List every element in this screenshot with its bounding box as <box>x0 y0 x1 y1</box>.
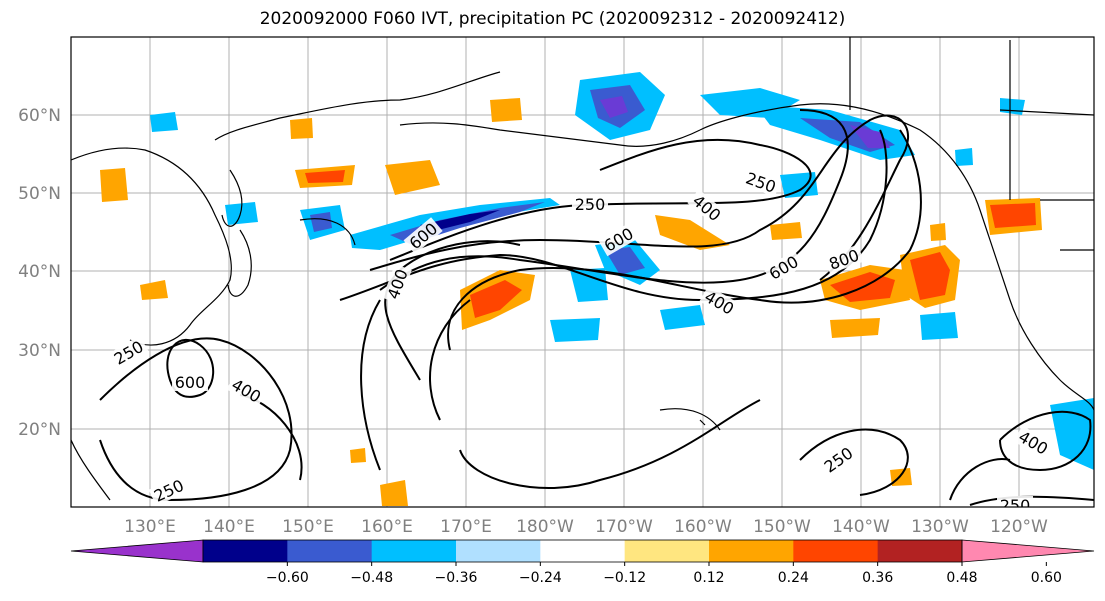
contour-label-bg <box>148 474 189 507</box>
lat-tick-label: 30°N <box>18 341 61 361</box>
lon-tick-label: 150°E <box>282 517 334 537</box>
contour-label-bg <box>818 441 859 478</box>
lon-tick-label: 120°W <box>990 517 1048 537</box>
lat-tick-label: 50°N <box>18 184 61 204</box>
lon-tick-label: 160°E <box>361 517 413 537</box>
precip-shading-blue <box>150 72 1094 470</box>
lon-tick-label: 180°W <box>516 517 574 537</box>
colorbar-tick-label: −0.24 <box>519 570 562 586</box>
precip-shading-orange <box>100 98 1042 506</box>
map-frame <box>70 36 1095 508</box>
lon-tick-label: 140°E <box>203 517 255 537</box>
contour-label-bg <box>823 244 864 274</box>
colorbar-segment <box>456 540 541 562</box>
colorbar-tick-label: 0.36 <box>862 570 893 586</box>
contour-label-bg <box>997 496 1033 507</box>
lon-tick-label: 140°W <box>832 517 890 537</box>
coastlines <box>71 37 1094 501</box>
colorbar: −0.60 −0.48 −0.36 −0.24 −0.12 0.12 0.24 0.36 0.4… <box>70 539 1095 586</box>
colorbar-extend-left <box>70 539 204 563</box>
longitude-labels: 130°E 140°E 150°E 160°E 170°E 180°W 170°W 160°W… <box>124 517 1048 537</box>
contour-label-bg <box>598 222 639 257</box>
lat-tick-label: 40°N <box>18 262 61 282</box>
colorbar-segment <box>540 540 626 562</box>
colorbar-extend-right <box>961 539 1095 563</box>
contour-label-bg <box>403 217 443 255</box>
colorbar-segment <box>709 540 794 562</box>
contour-label-bg <box>172 373 208 391</box>
colorbar-tick-label: −0.60 <box>266 570 309 586</box>
colorbar-segment <box>203 540 288 562</box>
contour-label: 600 <box>175 373 206 392</box>
lon-tick-label: 150°W <box>753 517 811 537</box>
contour-label-bg <box>1013 425 1054 460</box>
colorbar-outline <box>202 539 963 563</box>
contour-label-bg <box>572 195 608 213</box>
lon-tick-label: 130°W <box>911 517 969 537</box>
contour-label-bg <box>763 250 804 285</box>
colorbar-segment <box>793 540 879 562</box>
contour-label: 250 <box>575 195 606 214</box>
colorbar-tick-label: −0.12 <box>603 570 646 586</box>
colorbar-tick-label: 0.60 <box>1031 570 1062 586</box>
colorbar-tick-label: −0.48 <box>350 570 393 586</box>
colorbar-segment <box>877 540 963 562</box>
contour-label-bg <box>108 335 149 370</box>
lat-tick-label: 20°N <box>18 420 61 440</box>
latitude-labels: 60°N 50°N 40°N 30°N 20°N <box>18 106 61 440</box>
contour-label-bg <box>687 189 727 227</box>
map-title: 2020092000 F060 IVT, precipitation PC (2… <box>259 9 846 29</box>
lat-tick-label: 60°N <box>18 106 61 126</box>
colorbar-segment <box>624 540 710 562</box>
colorbar-tick-label: −0.36 <box>435 570 478 586</box>
colorbar-segment <box>287 540 373 562</box>
colorbar-tick-label: 0.48 <box>946 570 977 586</box>
contour-label-bg <box>741 167 782 197</box>
colorbar-segment <box>371 540 457 562</box>
lon-tick-label: 170°E <box>440 517 492 537</box>
lon-tick-label: 170°W <box>595 517 653 537</box>
contour-label-bg <box>699 285 740 320</box>
contour-label-bg <box>382 263 412 304</box>
lon-tick-label: 160°W <box>674 517 732 537</box>
lon-tick-label: 130°E <box>124 517 176 537</box>
contour-label-bg <box>226 373 267 408</box>
contour-label: 250 <box>1000 496 1031 515</box>
colorbar-tick-label: 0.12 <box>693 570 724 586</box>
colorbar-tick-label: 0.24 <box>778 570 809 586</box>
